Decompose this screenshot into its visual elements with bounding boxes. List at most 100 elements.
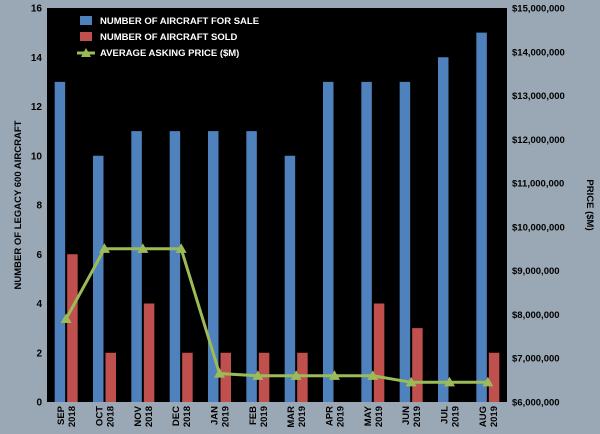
bar-for-sale	[438, 57, 449, 402]
x-tick-year: 2018	[144, 406, 155, 427]
bars	[54, 32, 500, 402]
bar-sold	[258, 352, 270, 402]
x-tick-label: FEB 2019	[248, 406, 270, 427]
price-line	[60, 243, 494, 387]
bar-for-sale	[246, 131, 257, 402]
bar-for-sale	[476, 32, 487, 402]
x-tick-month: NOV	[133, 405, 144, 426]
y2-tick-label: $9,000,000	[512, 266, 560, 277]
x-tick-label: DEC 2018	[171, 406, 193, 427]
y2-tick-label: $12,000,000	[512, 135, 565, 146]
price-marker	[405, 376, 417, 387]
x-tick-label: JUN 2019	[401, 406, 423, 427]
bar-for-sale	[399, 81, 411, 402]
bar-for-sale	[54, 81, 66, 402]
y-tick-label: 12	[31, 102, 43, 113]
legend-label: NUMBER OF AIRCRAFT SOLD	[100, 32, 238, 43]
x-tick-year: 2019	[374, 406, 385, 427]
bar-sold	[297, 352, 308, 402]
legend-label: AVERAGE ASKING PRICE ($M)	[100, 48, 239, 59]
x-tick-year: 2019	[297, 406, 308, 427]
price-marker	[60, 313, 72, 323]
x-tick-month: JAN	[210, 406, 221, 425]
bar-sold	[182, 352, 193, 402]
legend-label: NUMBER OF AIRCRAFT FOR SALE	[100, 16, 259, 27]
price-marker	[329, 370, 340, 380]
x-tick-year: 2018	[67, 406, 78, 427]
y2-axis-ticks: $6,000,000 $7,000,000 $8,000,000 $9,000,000…	[512, 4, 565, 409]
y-axis-ticks: 0 2 4 6 8 10 12 14 16	[31, 4, 43, 409]
x-tick-label: OCT 2018	[95, 406, 117, 427]
bar-for-sale	[208, 131, 219, 402]
legend-swatch	[80, 16, 92, 25]
y2-tick-label: $13,000,000	[512, 91, 565, 102]
y-tick-label: 4	[36, 299, 42, 310]
x-tick-month: SEP	[56, 405, 67, 425]
x-tick-month: AUG	[478, 406, 489, 427]
y2-tick-label: $8,000,000	[512, 310, 560, 321]
price-marker	[482, 376, 494, 387]
y-tick-label: 2	[36, 348, 42, 359]
y2-tick-label: $14,000,000	[512, 47, 565, 58]
x-tick-month: APR	[325, 406, 336, 426]
x-tick-month: JUN	[401, 406, 412, 425]
x-tick-year: 2018	[106, 406, 117, 427]
bar-for-sale	[131, 131, 142, 402]
x-tick-year: 2019	[259, 406, 270, 427]
y-tick-label: 10	[31, 151, 43, 162]
y2-axis-title: PRICE ($M)	[584, 179, 595, 230]
x-tick-year: 2019	[221, 406, 232, 427]
bar-sold	[412, 328, 423, 402]
bar-for-sale	[93, 155, 104, 402]
y-tick-label: 8	[36, 201, 42, 212]
plot-area	[47, 8, 507, 402]
x-tick-month: JUL	[440, 406, 451, 424]
x-tick-month: MAY	[363, 405, 374, 426]
x-tick-year: 2018	[182, 406, 193, 427]
bar-for-sale	[323, 81, 334, 402]
bar-sold	[105, 352, 116, 402]
legend-swatch-marker	[81, 48, 91, 57]
bar-sold	[220, 352, 231, 402]
x-tick-year: 2019	[451, 406, 462, 427]
legend-swatch	[80, 32, 92, 41]
price-marker	[444, 376, 455, 387]
y2-tick-label: $6,000,000	[512, 398, 560, 409]
y-tick-label: 16	[31, 4, 43, 15]
x-axis-labels: SEP 2018 OCT 2018 NOV 2018 DEC 2018 JAN 2019 FEB 20…	[56, 405, 500, 427]
x-tick-label: JAN 2019	[210, 406, 232, 427]
bar-sold	[67, 254, 78, 402]
x-tick-label: APR 2019	[325, 406, 347, 427]
x-tick-label: NOV 2018	[133, 405, 155, 427]
y-tick-label: 0	[36, 398, 42, 409]
bar-for-sale	[169, 131, 181, 402]
price-marker	[175, 243, 187, 253]
legend-box	[76, 12, 248, 62]
x-tick-label: SEP 2018	[56, 405, 78, 427]
price-marker	[252, 370, 264, 380]
bar-for-sale	[361, 81, 372, 402]
price-marker	[367, 370, 379, 380]
y2-tick-label: $15,000,000	[512, 4, 565, 15]
price-marker	[137, 243, 149, 253]
price-line-path	[64, 247, 488, 384]
y2-tick-label: $7,000,000	[512, 354, 560, 365]
x-tick-month: OCT	[95, 406, 106, 426]
x-tick-year: 2019	[336, 406, 347, 427]
y2-tick-label: $10,000,000	[512, 222, 565, 233]
y2-tick-label: $11,000,000	[512, 179, 564, 190]
y-tick-label: 14	[31, 53, 43, 64]
price-marker	[214, 368, 225, 378]
x-tick-label: JUL 2019	[440, 406, 462, 427]
x-tick-label: AUG 2019	[478, 406, 500, 427]
x-tick-month: DEC	[171, 406, 182, 426]
x-tick-month: MAR	[286, 406, 297, 428]
price-marker	[290, 370, 302, 380]
bar-sold	[373, 303, 385, 402]
x-tick-label: MAY 2019	[363, 405, 385, 427]
bar-sold	[488, 352, 500, 402]
y-tick-label: 6	[36, 250, 42, 261]
bar-sold	[143, 303, 155, 402]
